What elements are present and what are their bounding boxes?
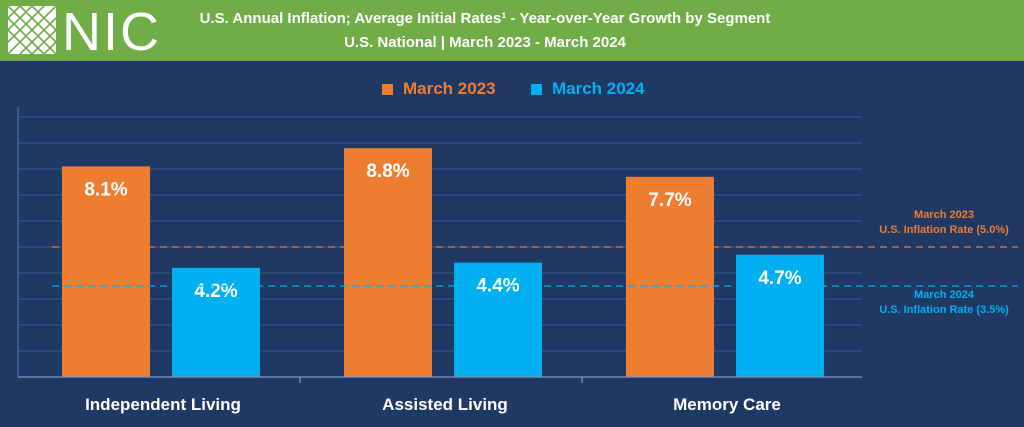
bar-march-2024 [454, 262, 542, 377]
reference-line-label: March 2024 [914, 289, 975, 301]
chart-title: U.S. Annual Inflation; Average Initial R… [199, 10, 771, 27]
bar-march-2024 [736, 254, 824, 377]
category-label: Assisted Living [382, 395, 508, 414]
reference-line-label: U.S. Inflation Rate (3.5%) [879, 304, 1009, 316]
legend-label-march-2023: March 2023 [403, 79, 496, 98]
legend-item-march-2023: March 2023 [382, 79, 496, 99]
data-label-march-2024: 4.2% [194, 281, 237, 302]
nic-logo: NIC [7, 2, 161, 58]
category-label: Independent Living [85, 395, 241, 414]
data-label-march-2023: 7.7% [648, 190, 691, 211]
legend-label-march-2024: March 2024 [552, 79, 645, 98]
data-label-march-2023: 8.8% [366, 161, 409, 182]
bar-chart-plot: 8.1%4.2%Independent Living8.8%4.4%Assist… [17, 107, 1018, 414]
header-banner: NIC U.S. Annual Inflation; Average Initi… [0, 0, 1024, 61]
bar-march-2023 [344, 148, 432, 377]
chart-area: March 2023 March 2024 8.1% 4.2% Independen… [0, 61, 1024, 427]
reference-line-label: U.S. Inflation Rate (5.0%) [879, 224, 1009, 236]
legend-swatch-march-2024 [531, 83, 542, 95]
reference-line-label: March 2023 [914, 209, 974, 221]
logo-text: NIC [62, 2, 161, 58]
category-label: Memory Care [673, 395, 781, 414]
bar-march-2023 [626, 176, 714, 377]
data-label-march-2023: 8.1% [84, 179, 127, 200]
data-label-march-2024: 4.7% [758, 268, 801, 289]
legend-swatch-march-2023 [382, 83, 393, 95]
chart-subtitle: U.S. National | March 2023 - March 2024 [344, 34, 626, 51]
legend-item-march-2024: March 2024 [531, 79, 645, 99]
bar-march-2023 [62, 166, 150, 377]
